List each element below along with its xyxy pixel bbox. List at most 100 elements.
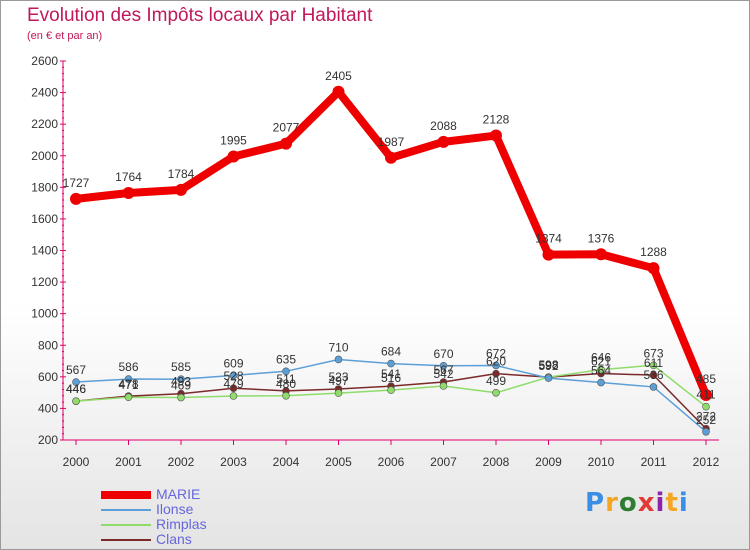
data-point: [439, 361, 448, 370]
data-point: [72, 378, 80, 386]
x-tick-label: 2012: [693, 455, 720, 469]
data-point: [702, 427, 710, 436]
x-tick-label: 2009: [535, 455, 562, 469]
data-label: 710: [328, 340, 348, 354]
data-label: 567: [433, 363, 453, 377]
x-tick-label: 2000: [63, 455, 90, 469]
data-point: [175, 183, 187, 196]
y-tick-label: 2600: [31, 54, 58, 68]
data-point: [334, 389, 343, 397]
data-point: [385, 151, 397, 164]
data-point: [544, 374, 553, 382]
data-label: 493: [171, 375, 191, 389]
data-point: [597, 365, 605, 374]
logo-letter: r: [605, 488, 619, 518]
logo-letter: o: [618, 488, 638, 518]
data-point: [492, 369, 500, 378]
legend-label: Ilonse: [156, 501, 194, 517]
data-point: [597, 378, 605, 387]
data-label: 516: [381, 371, 401, 385]
data-point: [177, 393, 185, 402]
data-point: [647, 262, 660, 275]
data-label: 621: [591, 355, 611, 369]
x-tick-label: 2008: [483, 455, 510, 469]
data-label: 523: [328, 370, 348, 384]
x-tick-label: 2007: [430, 455, 457, 469]
y-tick-label: 2200: [31, 117, 58, 131]
data-label: 471: [118, 378, 138, 392]
legend-swatch: [101, 539, 151, 541]
legend-swatch: [101, 524, 151, 526]
data-label: 609: [223, 356, 243, 370]
data-label: 469: [171, 379, 191, 393]
x-tick-label: 2006: [378, 455, 405, 469]
data-label: 620: [486, 355, 506, 369]
data-label: 499: [486, 374, 506, 388]
data-label: 485: [696, 372, 716, 386]
data-label: 635: [276, 352, 296, 366]
x-tick-label: 2003: [220, 455, 247, 469]
data-labels-layer: 1727 1764 1784 1995 2077 2405 1987 2088 2128 1374…: [63, 69, 717, 427]
data-label: 1764: [115, 170, 142, 184]
data-label: 1995: [220, 134, 247, 148]
data-point: [282, 367, 290, 376]
data-label: 611: [644, 356, 663, 370]
axes: 200 400 600 800 1000 1200 1400 1600 1800 2000 2200…: [31, 54, 719, 469]
data-label: 2128: [483, 113, 510, 127]
data-point: [387, 386, 395, 394]
data-point: [387, 359, 395, 368]
data-point: [229, 392, 238, 400]
data-point: [542, 248, 555, 261]
data-label: 598: [538, 358, 558, 372]
data-label: 480: [276, 377, 296, 391]
logo-letter: t: [665, 488, 679, 518]
y-tick-label: 2400: [31, 86, 58, 100]
data-label: 478: [118, 377, 138, 391]
data-label: 567: [66, 363, 86, 377]
legend-label: Rimplas: [156, 516, 207, 532]
y-tick-label: 1600: [31, 212, 58, 226]
data-point: [124, 375, 133, 383]
legend-label: Clans: [156, 531, 192, 547]
x-tick-label: 2010: [588, 455, 615, 469]
data-point: [439, 382, 448, 390]
data-label: 586: [118, 360, 138, 374]
data-point: [649, 383, 658, 391]
logo-letter: i: [655, 488, 666, 518]
data-point: [280, 137, 292, 150]
data-point: [490, 129, 502, 142]
x-tick-label: 2001: [115, 455, 142, 469]
chart-title: Evolution des Impôts locaux par Habitant: [27, 5, 373, 26]
data-label: 446: [66, 382, 86, 396]
data-label: 479: [223, 377, 243, 391]
data-label: 670: [433, 347, 453, 361]
data-label: 672: [486, 346, 506, 360]
data-point: [227, 150, 240, 163]
data-label: 1784: [168, 167, 195, 181]
y-tick-label: 1800: [31, 180, 58, 194]
data-point: [700, 388, 712, 401]
y-tick-label: 2000: [31, 149, 58, 163]
data-label: 536: [643, 368, 663, 382]
data-label: 411: [696, 388, 715, 402]
data-label: 598: [538, 358, 558, 372]
logo-letter: x: [637, 488, 656, 518]
data-point: [492, 388, 500, 397]
x-tick-label: 2004: [273, 455, 300, 469]
x-tick-label: 2002: [168, 455, 195, 469]
data-label: 252: [696, 413, 716, 427]
data-label: 2405: [325, 69, 352, 83]
data-label: 2088: [430, 119, 457, 133]
data-point: [334, 355, 343, 364]
y-tick-label: 1200: [31, 275, 58, 289]
legend-swatch: [101, 491, 151, 499]
y-tick-label: 1000: [31, 307, 58, 321]
data-label: 646: [591, 351, 611, 365]
data-label: 592: [538, 359, 558, 373]
data-point: [492, 361, 500, 370]
data-label: 541: [381, 367, 401, 381]
data-label: 673: [643, 346, 663, 360]
data-label: 446: [66, 382, 86, 396]
